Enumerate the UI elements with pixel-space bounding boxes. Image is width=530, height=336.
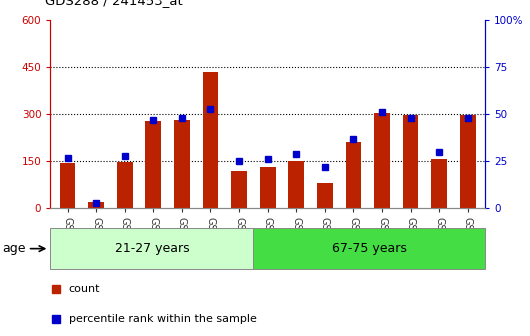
Bar <box>88 202 104 208</box>
Bar <box>288 161 304 208</box>
Text: percentile rank within the sample: percentile rank within the sample <box>68 313 257 324</box>
Text: age: age <box>3 242 26 255</box>
Text: 21-27 years: 21-27 years <box>114 242 189 255</box>
Text: count: count <box>68 284 100 294</box>
Bar <box>317 182 333 208</box>
Bar <box>174 120 190 208</box>
Bar <box>60 163 75 208</box>
Bar <box>346 141 361 208</box>
Text: GDS288 / 241453_at: GDS288 / 241453_at <box>45 0 183 7</box>
Bar <box>460 115 475 208</box>
Bar <box>202 72 218 208</box>
Bar <box>374 113 390 208</box>
Bar <box>231 171 247 208</box>
Bar <box>253 228 485 269</box>
Bar <box>117 162 132 208</box>
Bar <box>431 159 447 208</box>
Bar <box>260 167 276 208</box>
Text: 67-75 years: 67-75 years <box>332 242 407 255</box>
Bar <box>403 115 419 208</box>
Bar <box>50 228 253 269</box>
Bar <box>145 121 161 208</box>
